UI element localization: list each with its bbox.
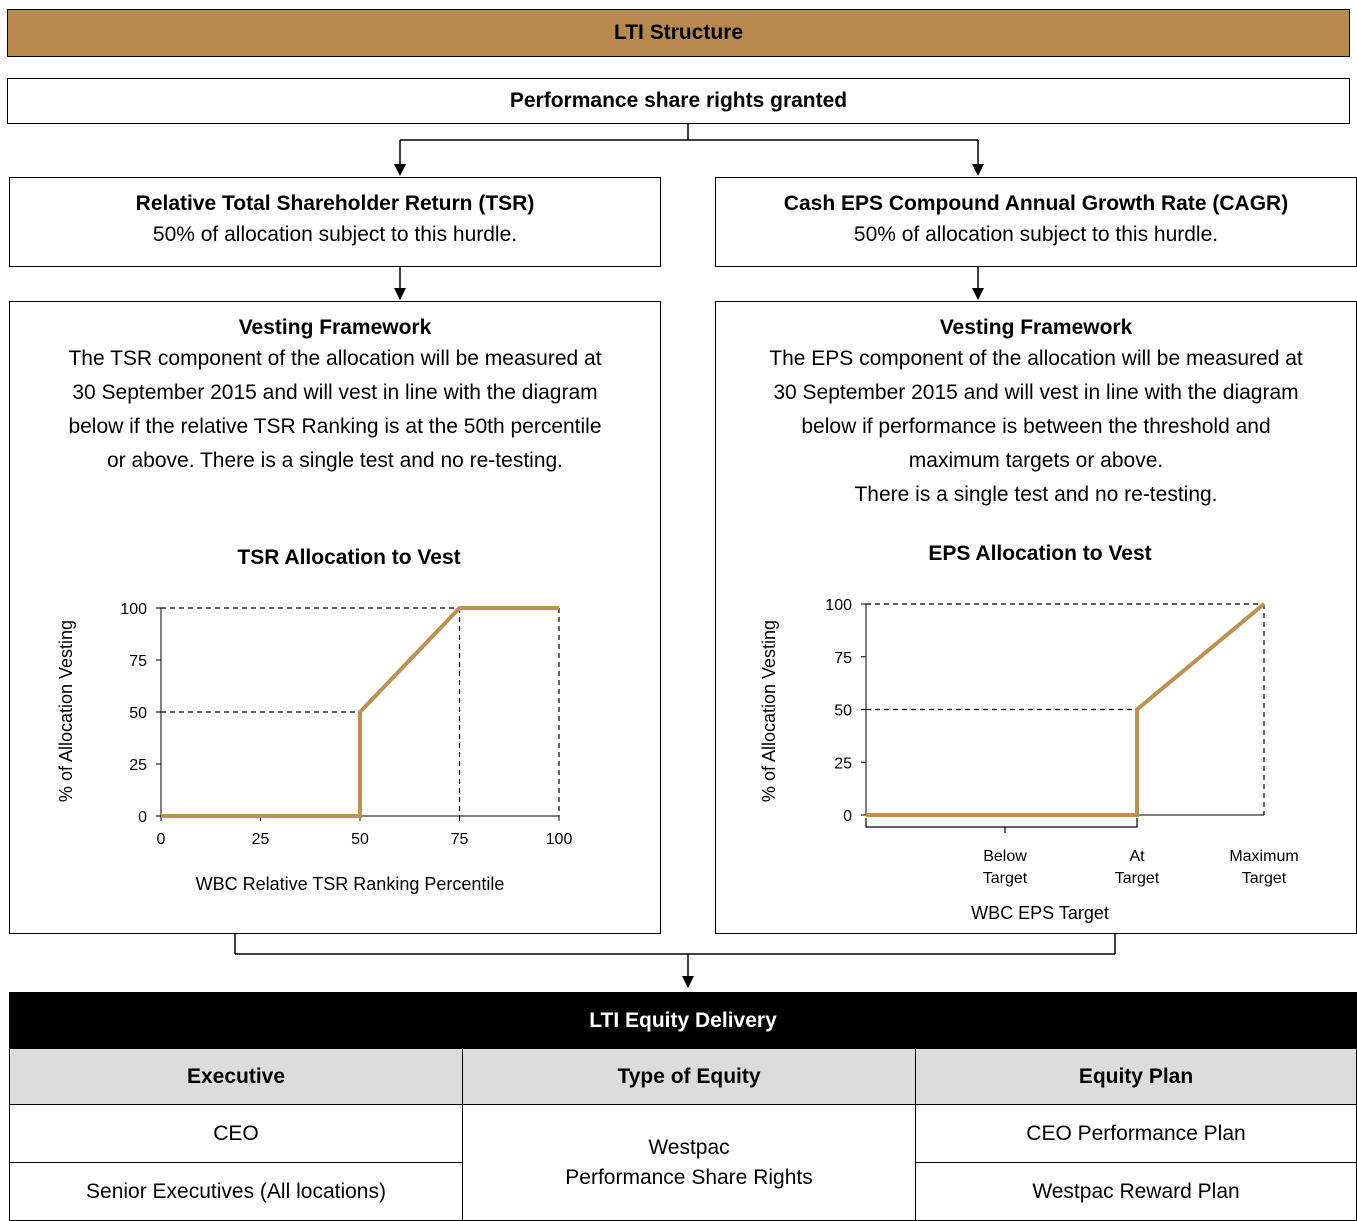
eps-x-category-label: Below Target: [983, 848, 1028, 887]
tsr-x-tick-label: 75: [451, 831, 469, 848]
equity-type-cell: Westpac Performance Share Rights: [462, 1104, 916, 1221]
tsr-y-tick-label: 50: [129, 705, 147, 722]
tsr-hurdle-box: Relative Total Shareholder Return (TSR) …: [9, 177, 661, 267]
eps-framework-line: below if performance is between the thre…: [801, 415, 1271, 438]
equity-type-line: Performance Share Rights: [565, 1165, 813, 1189]
tsr-x-tick-label: 25: [252, 831, 270, 848]
arrow-down-icon: [394, 288, 406, 300]
executive-cell: Senior Executives (All locations): [9, 1162, 463, 1221]
equity-delivery-title: LTI Equity Delivery: [589, 1008, 777, 1032]
eps-below-target-bracket: [865, 818, 1138, 828]
tsr-x-tick-label: 100: [546, 831, 573, 848]
tsr-hurdle-subtitle: 50% of allocation subject to this hurdle…: [152, 223, 518, 246]
eps-framework-text: The EPS component of the allocation will…: [716, 342, 1356, 512]
arrow-down-icon: [972, 164, 984, 176]
granted-box: Performance share rights granted: [7, 78, 1350, 124]
eps-y-tick-label: 0: [843, 808, 852, 825]
tsr-y-tick-label: 25: [129, 757, 147, 774]
eps-framework-title: Vesting Framework: [939, 316, 1133, 339]
column-header-executive: Executive: [9, 1048, 463, 1105]
eps-chart-title: EPS Allocation to Vest: [928, 542, 1151, 565]
granted-title: Performance share rights granted: [509, 89, 848, 112]
eps-hurdle-title: Cash EPS Compound Annual Growth Rate (CA…: [783, 192, 1289, 215]
table-row: CEO Westpac Performance Share Rights CEO…: [9, 1104, 1357, 1221]
executive-cell: CEO: [9, 1104, 463, 1163]
eps-framework-line: 30 September 2015 and will vest in line …: [773, 381, 1299, 404]
equity-plan-cell: CEO Performance Plan: [915, 1104, 1357, 1163]
tsr-framework-line: below if the relative TSR Ranking is at …: [68, 415, 602, 438]
eps-x-category-label: At Target: [1115, 848, 1160, 887]
tsr-framework-title: Vesting Framework: [238, 316, 432, 339]
eps-y-tick-label: 50: [834, 703, 852, 720]
equity-table: Executive Type of Equity Equity Plan CEO…: [9, 1048, 1357, 1221]
tsr-x-tick-label: 0: [157, 831, 166, 848]
column-header-type-of-equity: Type of Equity: [462, 1048, 916, 1105]
tsr-framework-line: The TSR component of the allocation will…: [68, 347, 602, 370]
tsr-chart-title: TSR Allocation to Vest: [237, 546, 460, 569]
tsr-hurdle-title: Relative Total Shareholder Return (TSR): [135, 192, 535, 215]
equity-plan-cell: Westpac Reward Plan: [915, 1162, 1357, 1221]
tsr-series-line: [161, 606, 559, 818]
tsr-y-tick-label: 0: [138, 809, 147, 826]
tsr-y-tick-label: 100: [120, 601, 147, 618]
eps-hurdle-subtitle: 50% of allocation subject to this hurdle…: [853, 223, 1219, 246]
equity-table-wrap: Executive Type of Equity Equity Plan CEO…: [9, 1048, 1357, 1221]
tsr-y-tick-label: 75: [129, 653, 147, 670]
tsr-framework-line: 30 September 2015 and will vest in line …: [72, 381, 598, 404]
arrow-down-icon: [394, 164, 406, 176]
tsr-x-tick-label: 50: [351, 831, 369, 848]
tsr-x-axis-label: WBC Relative TSR Ranking Percentile: [196, 874, 505, 894]
arrow-down-icon: [682, 976, 694, 988]
eps-framework-line: maximum targets or above.: [908, 449, 1164, 472]
tsr-framework-line: or above. There is a single test and no …: [106, 449, 564, 472]
eps-y-tick-label: 100: [825, 597, 852, 614]
column-header-equity-plan: Equity Plan: [915, 1048, 1357, 1105]
eps-series-line: [866, 602, 1266, 817]
eps-framework-line: The EPS component of the allocation will…: [769, 347, 1303, 370]
lti-structure-banner: LTI Structure: [7, 9, 1350, 57]
equity-delivery-header: LTI Equity Delivery: [9, 992, 1357, 1049]
tsr-framework-text: The TSR component of the allocation will…: [10, 342, 660, 478]
eps-y-axis-label: % of Allocation Vesting: [759, 620, 779, 802]
eps-framework-line: There is a single test and no re-testing…: [854, 483, 1218, 506]
tsr-framework-box: Vesting Framework The TSR component of t…: [9, 301, 661, 934]
eps-y-tick-label: 75: [834, 650, 852, 667]
eps-hurdle-box: Cash EPS Compound Annual Growth Rate (CA…: [715, 177, 1357, 267]
eps-x-category-label: Maximum Target: [1229, 848, 1298, 887]
eps-y-tick-label: 25: [834, 755, 852, 772]
arrow-down-icon: [972, 288, 984, 300]
banner-title: LTI Structure: [613, 21, 744, 44]
equity-type-line: Westpac: [648, 1135, 730, 1159]
eps-x-axis-label: WBC EPS Target: [971, 903, 1109, 923]
equity-table-header-row: Executive Type of Equity Equity Plan: [9, 1048, 1357, 1105]
tsr-y-axis-label: % of Allocation Vesting: [56, 620, 76, 802]
